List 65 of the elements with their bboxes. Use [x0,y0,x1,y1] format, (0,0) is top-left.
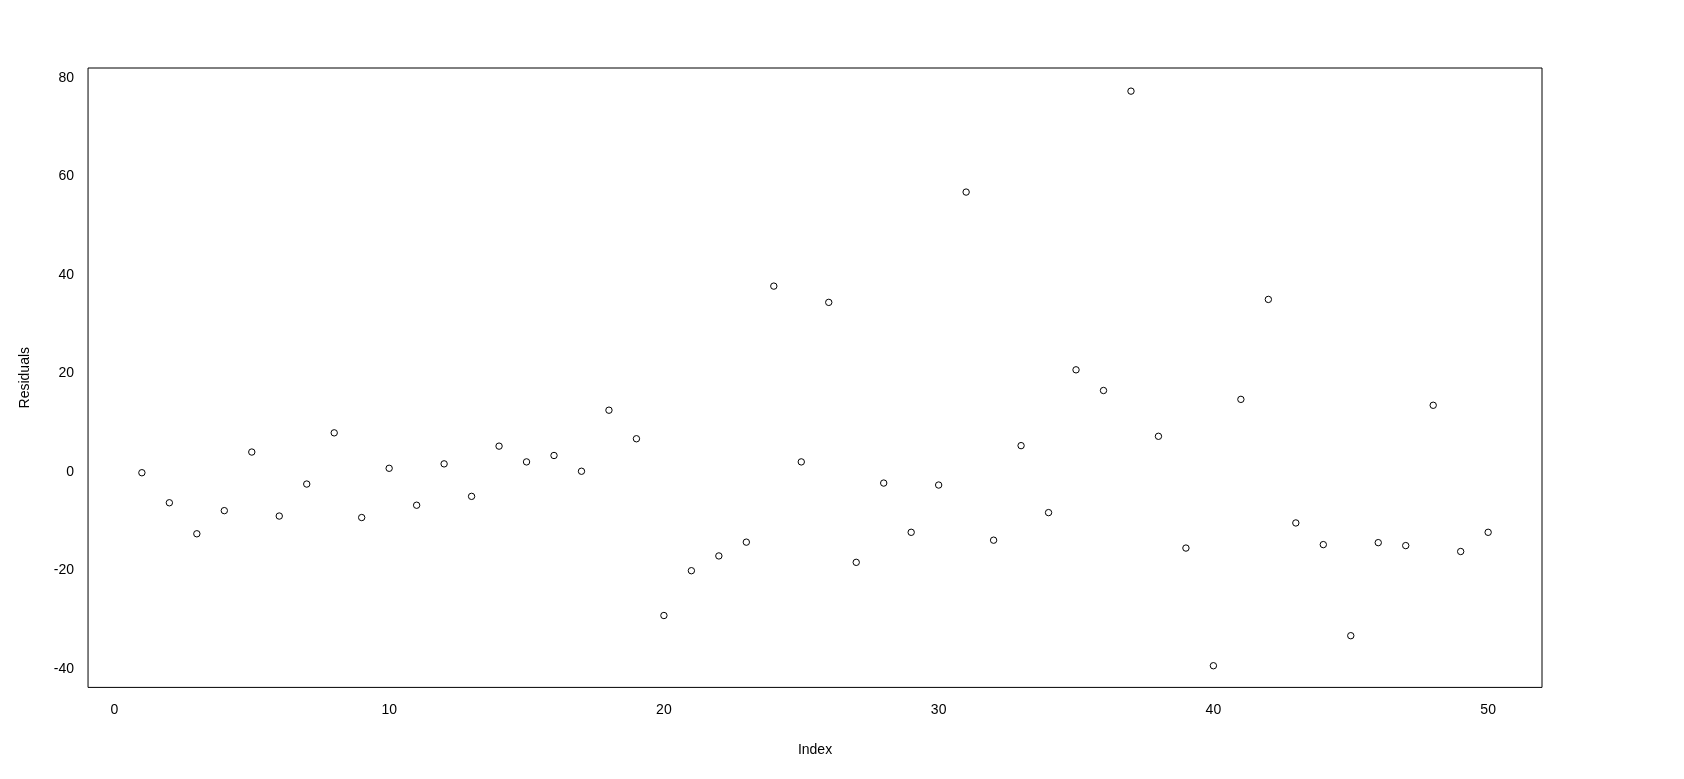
point [412,501,421,509]
point [1402,541,1410,550]
point [165,499,174,507]
point [605,406,613,414]
x-tick-label: 50 [1480,700,1497,717]
point [495,442,503,450]
y-tick-label: 20 [58,364,75,381]
point [1347,632,1355,640]
y-tick-label: 40 [58,265,75,282]
point [880,479,888,487]
point [907,528,915,536]
point [797,458,805,466]
x-tick-label: 10 [381,700,398,717]
point [577,467,586,475]
point [357,513,366,522]
point [1292,519,1300,527]
point [467,492,476,501]
point [1456,547,1465,556]
point [303,480,311,488]
y-tick-label: -40 [53,659,75,676]
point [1209,662,1218,670]
point [770,282,778,290]
point [1264,295,1273,304]
point [852,558,860,567]
y-tick-label: -20 [53,561,75,578]
point [522,458,531,466]
point [193,530,201,538]
point [138,469,146,477]
y-tick-label: 80 [58,68,75,85]
point [632,435,641,443]
point [385,464,393,472]
point [1127,87,1135,95]
point [1072,366,1080,374]
point [248,448,256,456]
x-tick-label: 0 [110,700,119,717]
point [1044,508,1053,517]
point [1099,386,1108,395]
y-tick-label: 0 [66,462,75,479]
point [1374,538,1382,547]
point [330,429,338,437]
point [1017,441,1025,450]
point [220,506,229,515]
point [687,567,696,575]
point [1429,401,1437,409]
y-axis-title: Residuals [16,346,33,409]
point [275,512,283,520]
x-tick-label: 30 [930,700,947,717]
point [1319,540,1327,549]
point [550,451,558,460]
point [1237,395,1245,404]
point [1154,432,1163,440]
point [715,552,723,560]
point [934,481,943,489]
x-tick-label: 40 [1205,700,1222,717]
point [1182,544,1190,552]
point [1484,528,1492,536]
point [742,538,751,546]
point [962,188,970,196]
x-tick-label: 20 [656,700,672,717]
point [440,460,448,468]
point [825,298,833,307]
y-tick-label: 60 [58,167,75,184]
point [989,536,998,544]
point [660,611,668,620]
x-axis-title: Index [797,741,833,758]
